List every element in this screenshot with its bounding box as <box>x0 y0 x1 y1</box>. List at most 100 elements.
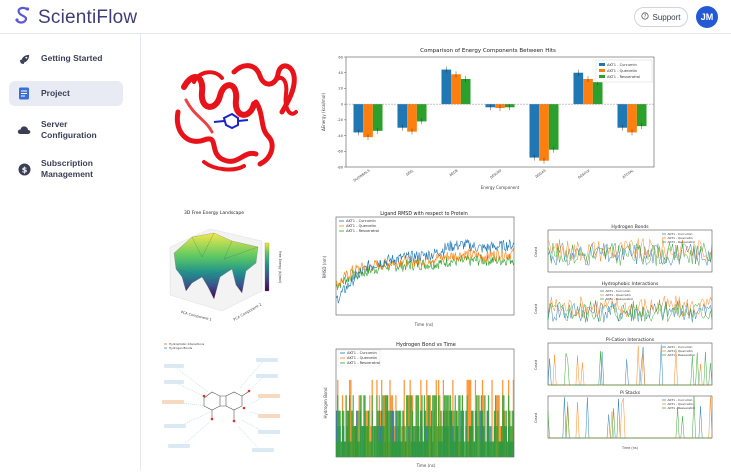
project-dashboard: Comparison of Energy Components Between … <box>142 34 731 470</box>
bar <box>343 410 345 457</box>
sidebar-item-subscription-management[interactable]: $ Subscription Management <box>9 155 123 183</box>
bar <box>383 395 385 457</box>
bar <box>529 104 540 158</box>
x-axis-label: Time (ns) <box>414 322 434 327</box>
bar <box>357 410 359 457</box>
protein-structure-image[interactable] <box>164 42 304 177</box>
energy-components-chart[interactable]: Comparison of Energy Components Between … <box>318 44 658 194</box>
pi-cation-interactions-chart[interactable]: Pi-Cation Interactions Count AKT1 - Curc… <box>530 335 716 391</box>
bar <box>430 441 433 457</box>
support-label: Support <box>652 12 681 22</box>
series-line <box>547 242 713 266</box>
app-name: ScientiFlow <box>38 6 138 28</box>
bar <box>400 410 402 457</box>
x-tick-label: ΔGGAS <box>534 169 546 179</box>
bar <box>404 441 407 457</box>
bar <box>458 395 460 457</box>
bar <box>360 426 363 457</box>
sidebar-item-getting-started[interactable]: Getting Started <box>9 48 123 70</box>
user-avatar[interactable]: JM <box>696 6 718 28</box>
bar <box>510 426 512 457</box>
bar <box>464 441 466 457</box>
bar <box>466 395 468 457</box>
bar <box>477 395 479 457</box>
bar <box>443 395 446 457</box>
bar <box>350 379 352 457</box>
bar <box>453 410 455 457</box>
bar <box>398 410 401 457</box>
sidebar-item-server-configuration[interactable]: Server Configuration <box>9 116 123 144</box>
legend-entry: AKT1 - Curcumin <box>606 289 631 293</box>
ligand-rmsd-chart[interactable]: Ligand RMSD with respect to Protein AKT1… <box>320 209 518 329</box>
bar <box>362 426 364 457</box>
y-tick-label: 0 <box>341 102 344 106</box>
bar <box>376 395 378 457</box>
sidebar-item-project[interactable]: Project <box>9 81 123 106</box>
bar <box>407 104 417 132</box>
diagram-legend: Hydrophobic Interactions Hydrogen Bonds <box>164 342 205 350</box>
bar <box>470 379 472 457</box>
bar <box>490 426 492 457</box>
bar <box>391 410 393 457</box>
bar <box>503 395 505 457</box>
bar <box>338 410 340 457</box>
bar <box>448 410 450 457</box>
chart-title: 3D Free Energy Landscape <box>184 210 244 216</box>
free-energy-landscape-chart[interactable]: 3D Free Energy Landscape <box>162 207 282 337</box>
bar <box>479 441 481 457</box>
bar <box>349 395 351 457</box>
bar <box>387 395 389 457</box>
legend-entry: AKT1 - Curcumin <box>346 219 376 223</box>
svg-text:?: ? <box>644 14 647 20</box>
bar <box>548 104 559 150</box>
bar <box>433 395 435 457</box>
hydrogen-bond-vs-time-chart[interactable]: Hydrogen Bond vs Time AKT1 - Curcumin AK… <box>322 340 518 470</box>
hydrophobic-interactions-chart[interactable]: Hydrophobic Interactions Count AKT1 - Cu… <box>530 279 716 335</box>
top-bar: ScientiFlow ? Support JM <box>0 0 731 34</box>
logo-icon <box>14 5 32 30</box>
bar <box>336 441 338 457</box>
bar <box>352 395 354 457</box>
bar <box>583 79 593 105</box>
bar <box>617 104 628 128</box>
bar <box>496 395 498 457</box>
x-tick-label: ΔESURF <box>489 169 502 180</box>
bar <box>474 410 477 457</box>
bar <box>372 104 383 131</box>
bar <box>483 441 485 457</box>
bar <box>406 395 408 457</box>
x-tick-label: ΔEGB <box>449 168 460 177</box>
bar <box>413 441 415 457</box>
series-lines <box>547 238 713 266</box>
support-button[interactable]: ? Support <box>634 7 688 27</box>
y-tick-label: -20 <box>337 118 344 122</box>
chart-title: Pi-Cation Interactions <box>606 337 655 343</box>
bar <box>345 395 347 457</box>
chart-title: Ligand RMSD with respect to Protein <box>380 211 468 217</box>
bar <box>473 441 475 457</box>
app-logo[interactable]: ScientiFlow <box>14 5 137 30</box>
y-tick-label: -60 <box>337 150 344 154</box>
pi-stacks-chart[interactable]: Pi Stacks Count Time (ns) AKT1 - Curcumi… <box>530 388 716 452</box>
bar <box>451 74 461 105</box>
bar <box>467 379 469 457</box>
bar <box>457 426 459 457</box>
bar <box>389 410 391 457</box>
bar <box>371 395 373 457</box>
bar <box>436 426 439 457</box>
legend-entry: Hydrogen Bonds <box>169 346 193 350</box>
bar <box>487 395 490 457</box>
hydrogen-bonds-chart[interactable]: Hydrogen Bonds Count AKT1 - Curcumin AKT1… <box>530 222 716 278</box>
bar <box>483 426 485 457</box>
bar <box>353 426 355 457</box>
bar <box>364 395 366 457</box>
bar <box>498 441 500 457</box>
bar <box>451 410 453 457</box>
chart-title: Hydrophobic Interactions <box>602 281 659 287</box>
bar <box>407 395 409 457</box>
legend-entry: Hydrophobic Interactions <box>169 342 205 346</box>
interaction-diagram[interactable]: Hydrophobic Interactions Hydrogen Bonds <box>160 340 285 470</box>
